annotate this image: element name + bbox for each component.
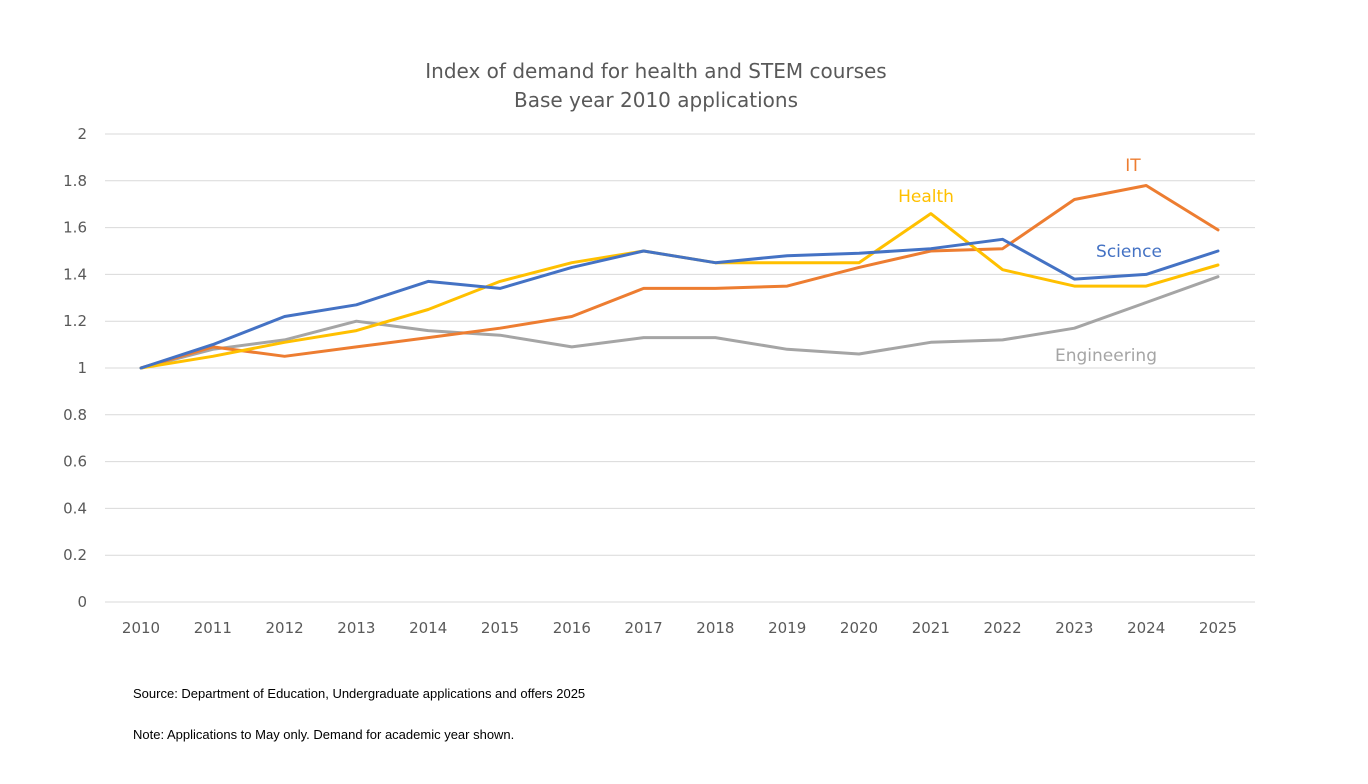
- y-tick-label: 1.2: [63, 312, 87, 330]
- applications-note: Note: Applications to May only. Demand f…: [133, 727, 515, 742]
- y-tick-label: 1: [77, 359, 87, 377]
- series-label-engineering: Engineering: [1055, 346, 1157, 366]
- x-tick-label: 2019: [768, 619, 806, 637]
- series-line-health: [139, 212, 1220, 370]
- y-tick-label: 1.8: [63, 172, 87, 190]
- x-tick-label: 2022: [984, 619, 1022, 637]
- chart-subtitle: Base year 2010 applications: [514, 88, 798, 112]
- x-tick-label: 2024: [1127, 619, 1165, 637]
- series-labels: Engineering IT Health Science: [898, 156, 1162, 366]
- x-tick-label: 2021: [912, 619, 950, 637]
- x-tick-label: 2020: [840, 619, 878, 637]
- x-tick-label: 2014: [409, 619, 447, 637]
- x-tick-label: 2011: [194, 619, 232, 637]
- series-label-it: IT: [1125, 156, 1141, 176]
- series-line-science: [139, 237, 1220, 370]
- x-tick-label: 2017: [625, 619, 663, 637]
- x-tick-label: 2013: [337, 619, 375, 637]
- series-lines: [139, 184, 1220, 370]
- y-tick-label: 2: [77, 125, 87, 143]
- y-tick-label: 0.4: [63, 499, 87, 517]
- x-tick-label: 2025: [1199, 619, 1237, 637]
- x-tick-label: 2023: [1055, 619, 1093, 637]
- y-tick-label: 0.8: [63, 406, 87, 424]
- y-tick-label: 0: [77, 593, 87, 611]
- series-label-health: Health: [898, 187, 954, 207]
- source-note: Source: Department of Education, Undergr…: [133, 686, 586, 701]
- x-axis-ticks: 2010 2011 2012 2013 2014 2015 2016 2017 2018 2019…: [122, 619, 1237, 637]
- y-tick-label: 1.4: [63, 265, 87, 283]
- gridlines: [105, 133, 1255, 603]
- x-tick-label: 2015: [481, 619, 519, 637]
- x-tick-label: 2010: [122, 619, 160, 637]
- series-line-it: [139, 184, 1220, 370]
- chart-title: Index of demand for health and STEM cour…: [425, 59, 886, 83]
- y-tick-label: 0.2: [63, 546, 87, 564]
- x-tick-label: 2018: [696, 619, 734, 637]
- y-tick-label: 1.6: [63, 219, 87, 237]
- x-tick-label: 2016: [553, 619, 591, 637]
- y-axis-ticks: 0 0.2 0.4 0.6 0.8 1 1.2 1.4 1.6 1.8 2: [63, 125, 87, 611]
- series-label-science: Science: [1096, 242, 1162, 262]
- y-tick-label: 0.6: [63, 453, 87, 471]
- series-line-engineering: [139, 275, 1220, 370]
- x-tick-label: 2012: [266, 619, 304, 637]
